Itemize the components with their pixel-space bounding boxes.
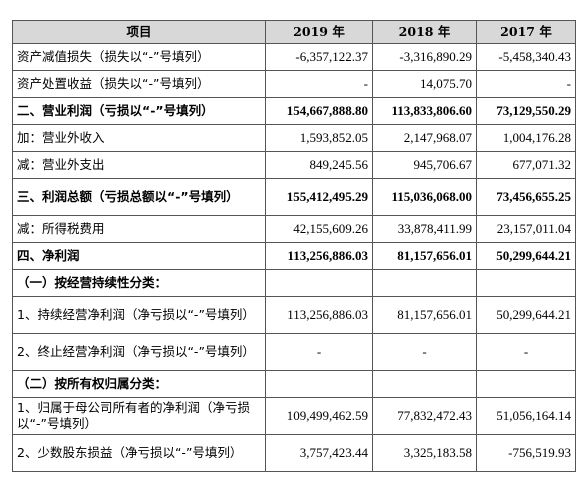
row-label: 资产处置收益（损失以“-”号填列） (12, 70, 266, 98)
cell-2019: 3,757,423.44 (265, 434, 373, 472)
row-label: 减：所得税费用 (12, 215, 266, 243)
table-row: 加：营业外收入 1,593,852.05 2,147,968.07 1,004,… (12, 124, 576, 152)
cell-2018: 14,075.70 (372, 70, 477, 98)
row-label: 2、少数股东损益（净亏损以“-”号填列） (12, 434, 266, 472)
cell-2017: -756,519.93 (476, 434, 576, 472)
cell-2018: 115,036,068.00 (372, 178, 477, 216)
cell-2019: -6,357,122.37 (265, 43, 373, 71)
cell-2018: 81,157,656.01 (372, 242, 477, 270)
table-row: 减：营业外支出 849,245.56 945,706.67 677,071.32 (12, 151, 576, 179)
table-row: 2、少数股东损益（净亏损以“-”号填列） 3,757,423.44 3,325,… (12, 434, 576, 472)
table-row: 资产处置收益（损失以“-”号填列） - 14,075.70 - (12, 70, 576, 98)
cell-2019: 849,245.56 (265, 151, 373, 179)
cell-2017: -5,458,340.43 (476, 43, 576, 71)
cell-2018: - (372, 333, 477, 371)
header-2017: 2017 年 (476, 20, 576, 44)
table-row: 资产减值损失（损失以“-”号填列） -6,357,122.37 -3,316,8… (12, 43, 576, 71)
row-label: 减：营业外支出 (12, 151, 266, 179)
row-label: 三、利润总额（亏损总额以“-”号填列） (12, 178, 266, 216)
cell-2019 (265, 370, 373, 398)
table-row: 2、终止经营净利润（净亏损以“-”号填列） - - - (12, 333, 576, 371)
cell-2017: 73,129,550.29 (476, 97, 576, 125)
cell-2017: 50,299,644.21 (476, 242, 576, 270)
income-statement-container: 项目 2019 年 2018 年 2017 年 资产减值损失（损失以“-”号填列… (12, 20, 576, 472)
cell-2019: 155,412,495.29 (265, 178, 373, 216)
header-item: 项目 (12, 20, 266, 44)
header-2019: 2019 年 (265, 20, 373, 44)
table-row-section-ownership: （二）按所有权归属分类： (12, 370, 576, 398)
row-label: （一）按经营持续性分类： (12, 269, 266, 297)
cell-2019: 154,667,888.80 (265, 97, 373, 125)
table-row-section-continuity: （一）按经营持续性分类： (12, 269, 576, 297)
cell-2019: - (265, 70, 373, 98)
cell-2017: 1,004,176.28 (476, 124, 576, 152)
cell-2017: 73,456,655.25 (476, 178, 576, 216)
table-header-row: 项目 2019 年 2018 年 2017 年 (12, 20, 576, 44)
header-2018: 2018 年 (372, 20, 477, 44)
cell-2017: 23,157,011.04 (476, 215, 576, 243)
cell-2017: - (476, 70, 576, 98)
row-label: 二、营业利润（亏损以“-”号填列） (12, 97, 266, 125)
cell-2018: 81,157,656.01 (372, 296, 477, 334)
table-row-net-profit: 四、净利润 113,256,886.03 81,157,656.01 50,29… (12, 242, 576, 270)
cell-2018: 113,833,806.60 (372, 97, 477, 125)
cell-2017: 51,056,164.14 (476, 397, 576, 435)
table-row: 1、归属于母公司所有者的净利润（净亏损以“-”号填列） 109,499,462.… (12, 397, 576, 435)
cell-2017 (476, 269, 576, 297)
row-label: 资产减值损失（损失以“-”号填列） (12, 43, 266, 71)
cell-2017: 677,071.32 (476, 151, 576, 179)
table-row: 1、持续经营净利润（净亏损以“-”号填列） 113,256,886.03 81,… (12, 296, 576, 334)
cell-2019: 1,593,852.05 (265, 124, 373, 152)
cell-2018: 2,147,968.07 (372, 124, 477, 152)
cell-2019: 42,155,609.26 (265, 215, 373, 243)
table-row-total-profit: 三、利润总额（亏损总额以“-”号填列） 155,412,495.29 115,0… (12, 178, 576, 216)
row-label: 1、归属于母公司所有者的净利润（净亏损以“-”号填列） (12, 397, 266, 435)
row-label: 2、终止经营净利润（净亏损以“-”号填列） (12, 333, 266, 371)
cell-2017: - (476, 333, 576, 371)
cell-2019: 113,256,886.03 (265, 296, 373, 334)
income-statement-table: 项目 2019 年 2018 年 2017 年 资产减值损失（损失以“-”号填列… (12, 20, 576, 472)
cell-2019 (265, 269, 373, 297)
cell-2018: 3,325,183.58 (372, 434, 477, 472)
cell-2018: 945,706.67 (372, 151, 477, 179)
row-label: 1、持续经营净利润（净亏损以“-”号填列） (12, 296, 266, 334)
row-label: 加：营业外收入 (12, 124, 266, 152)
cell-2017 (476, 370, 576, 398)
table-row: 减：所得税费用 42,155,609.26 33,878,411.99 23,1… (12, 215, 576, 243)
cell-2018: -3,316,890.29 (372, 43, 477, 71)
cell-2017: 50,299,644.21 (476, 296, 576, 334)
cell-2019: 113,256,886.03 (265, 242, 373, 270)
cell-2018 (372, 370, 477, 398)
cell-2019: 109,499,462.59 (265, 397, 373, 435)
cell-2018: 77,832,472.43 (372, 397, 477, 435)
cell-2018: 33,878,411.99 (372, 215, 477, 243)
table-row-operating-profit: 二、营业利润（亏损以“-”号填列） 154,667,888.80 113,833… (12, 97, 576, 125)
row-label: （二）按所有权归属分类： (12, 370, 266, 398)
row-label: 四、净利润 (12, 242, 266, 270)
cell-2019: - (265, 333, 373, 371)
cell-2018 (372, 269, 477, 297)
